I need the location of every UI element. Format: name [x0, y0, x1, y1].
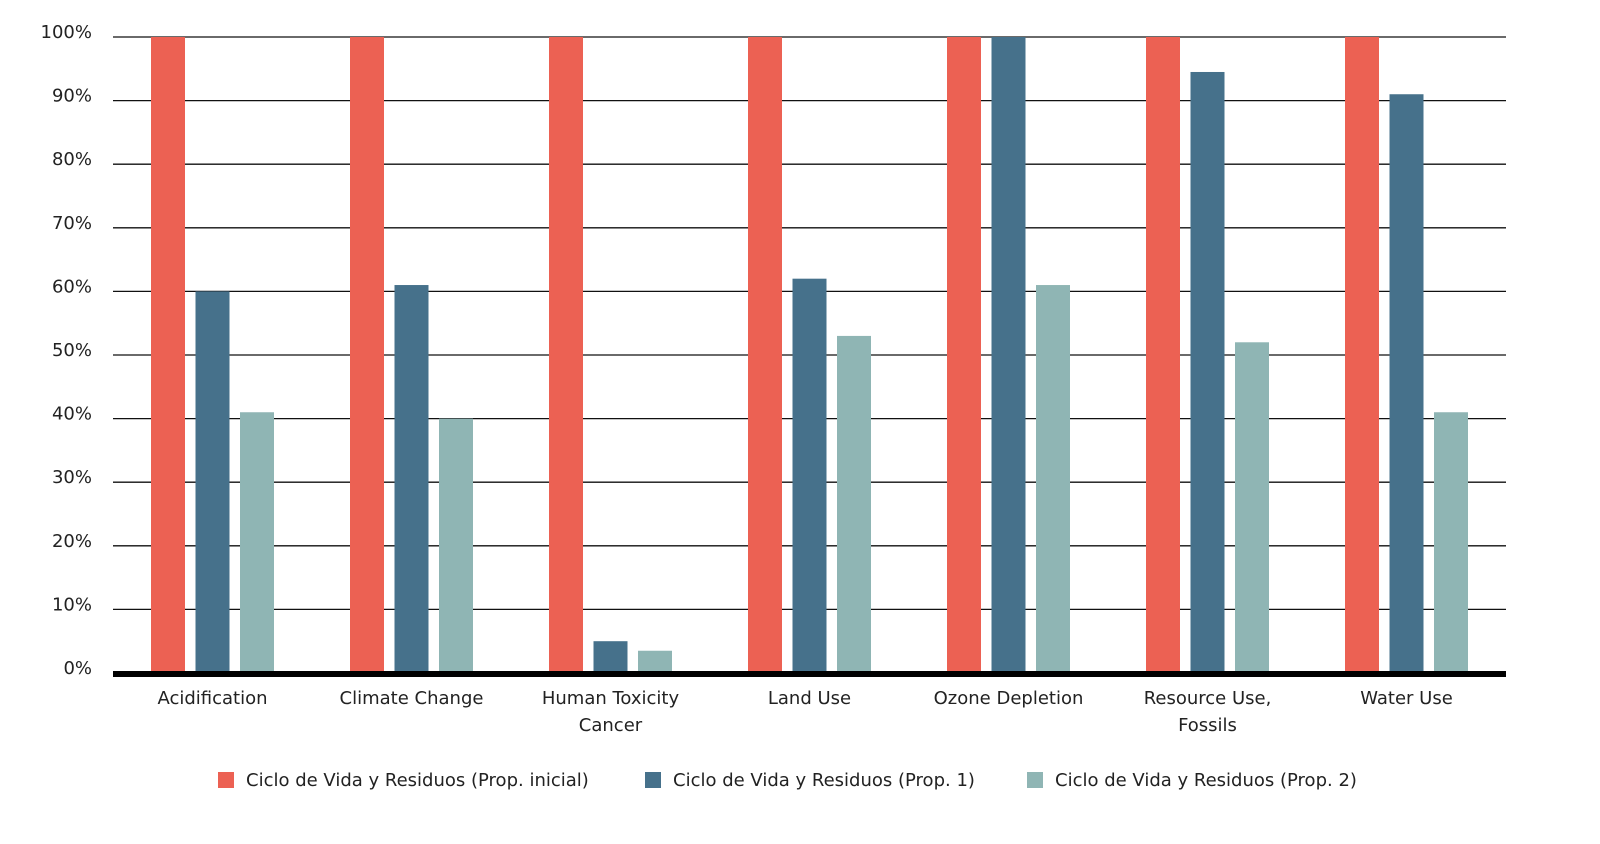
legend-swatch [218, 772, 234, 788]
bar [792, 278, 827, 673]
x-tick-label: Resource Use, Fossils [1143, 688, 1272, 736]
y-tick-label: 60% [52, 276, 92, 297]
y-tick-label: 50% [52, 340, 92, 361]
y-tick-label: 90% [52, 86, 92, 107]
legend-label: Ciclo de Vida y Residuos (Prop. inicial) [246, 770, 589, 791]
bar [1146, 37, 1180, 673]
y-tick-label: 20% [52, 531, 92, 552]
x-tick-label: Human Toxicity Cancer [541, 688, 680, 736]
y-tick-label: 10% [52, 594, 92, 615]
y-tick-label: 30% [52, 467, 92, 488]
bar [240, 412, 274, 673]
bar [593, 641, 628, 673]
bar [549, 37, 583, 673]
bar [748, 37, 782, 673]
bar [1190, 71, 1225, 674]
bar [439, 418, 473, 673]
x-tick-label: Land Use [767, 688, 852, 709]
legend-label: Ciclo de Vida y Residuos (Prop. 2) [1055, 770, 1357, 791]
bar [1434, 412, 1468, 673]
bar [1345, 37, 1379, 673]
x-tick-label: Water Use [1360, 688, 1453, 709]
bar [350, 37, 384, 673]
legend-swatch [1027, 772, 1043, 788]
x-tick-label: Ozone Depletion [933, 688, 1084, 709]
bar [151, 37, 185, 673]
bar [947, 37, 981, 673]
bar [837, 335, 871, 673]
y-tick-label: 40% [52, 404, 92, 425]
bar [638, 650, 672, 673]
y-tick-label: 100% [41, 22, 92, 43]
legend-swatch [645, 772, 661, 788]
bar [1235, 342, 1269, 673]
x-tick-label: Acidification [157, 688, 268, 709]
x-tick-label: Climate Change [339, 688, 484, 709]
y-tick-label: 70% [52, 213, 92, 234]
bar [991, 37, 1026, 673]
y-tick-label: 80% [52, 149, 92, 170]
bar [1389, 94, 1424, 674]
bar [195, 291, 230, 673]
y-tick-label: 0% [63, 658, 92, 679]
bar [394, 285, 429, 673]
legend-label: Ciclo de Vida y Residuos (Prop. 1) [673, 770, 975, 791]
bar [1036, 285, 1070, 673]
